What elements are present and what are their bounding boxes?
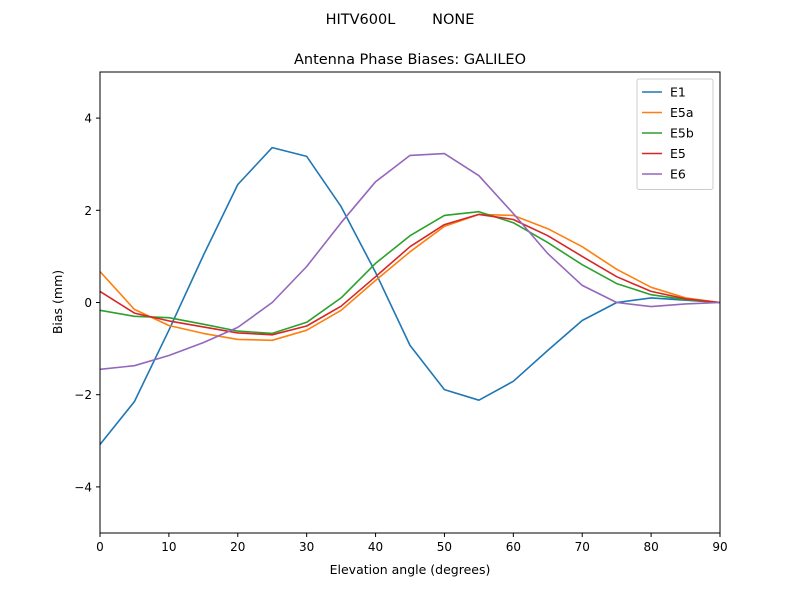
x-tick-label: 70 [575,540,590,554]
y-tick-label: 2 [84,204,92,218]
legend-label: E6 [670,167,686,182]
y-tick-label: 0 [84,296,92,310]
series-line-e5a [99,213,721,342]
figure-suptitle: HITV600L NONE [326,12,475,28]
plot-area [99,146,721,446]
x-tick-label: 90 [712,540,727,554]
x-tick-label: 0 [96,540,104,554]
x-tick-label: 20 [230,540,245,554]
x-axis-label: Elevation angle (degrees) [330,562,491,577]
series-line-e5b [99,210,721,335]
x-tick-label: 60 [506,540,521,554]
series-line-e1 [99,146,721,446]
legend: E1 E5a E5b E5 E6 [636,78,714,190]
legend-label: E1 [670,85,686,100]
y-tick-label: 4 [84,112,92,126]
x-tick-label: 80 [643,540,658,554]
y-axis-label: Bias (mm) [50,270,65,334]
series-line-e6 [99,152,721,371]
axes-frame [99,71,721,534]
x-tick-label: 40 [368,540,383,554]
x-tick-label: 30 [299,540,314,554]
chart-title: Antenna Phase Biases: GALILEO [294,52,526,68]
x-tick-label: 10 [161,540,176,554]
legend-label: E5b [670,126,694,141]
x-tick-label: 50 [437,540,452,554]
x-axis: 0 10 20 30 40 50 60 70 80 90 [96,533,728,554]
legend-label: E5 [670,146,686,161]
series-line-e5 [99,213,721,336]
y-axis: −4 −2 0 2 4 [74,112,100,494]
legend-box [636,78,714,190]
y-tick-label: −4 [74,480,92,494]
legend-label: E5a [670,105,694,120]
y-tick-label: −2 [74,388,92,402]
